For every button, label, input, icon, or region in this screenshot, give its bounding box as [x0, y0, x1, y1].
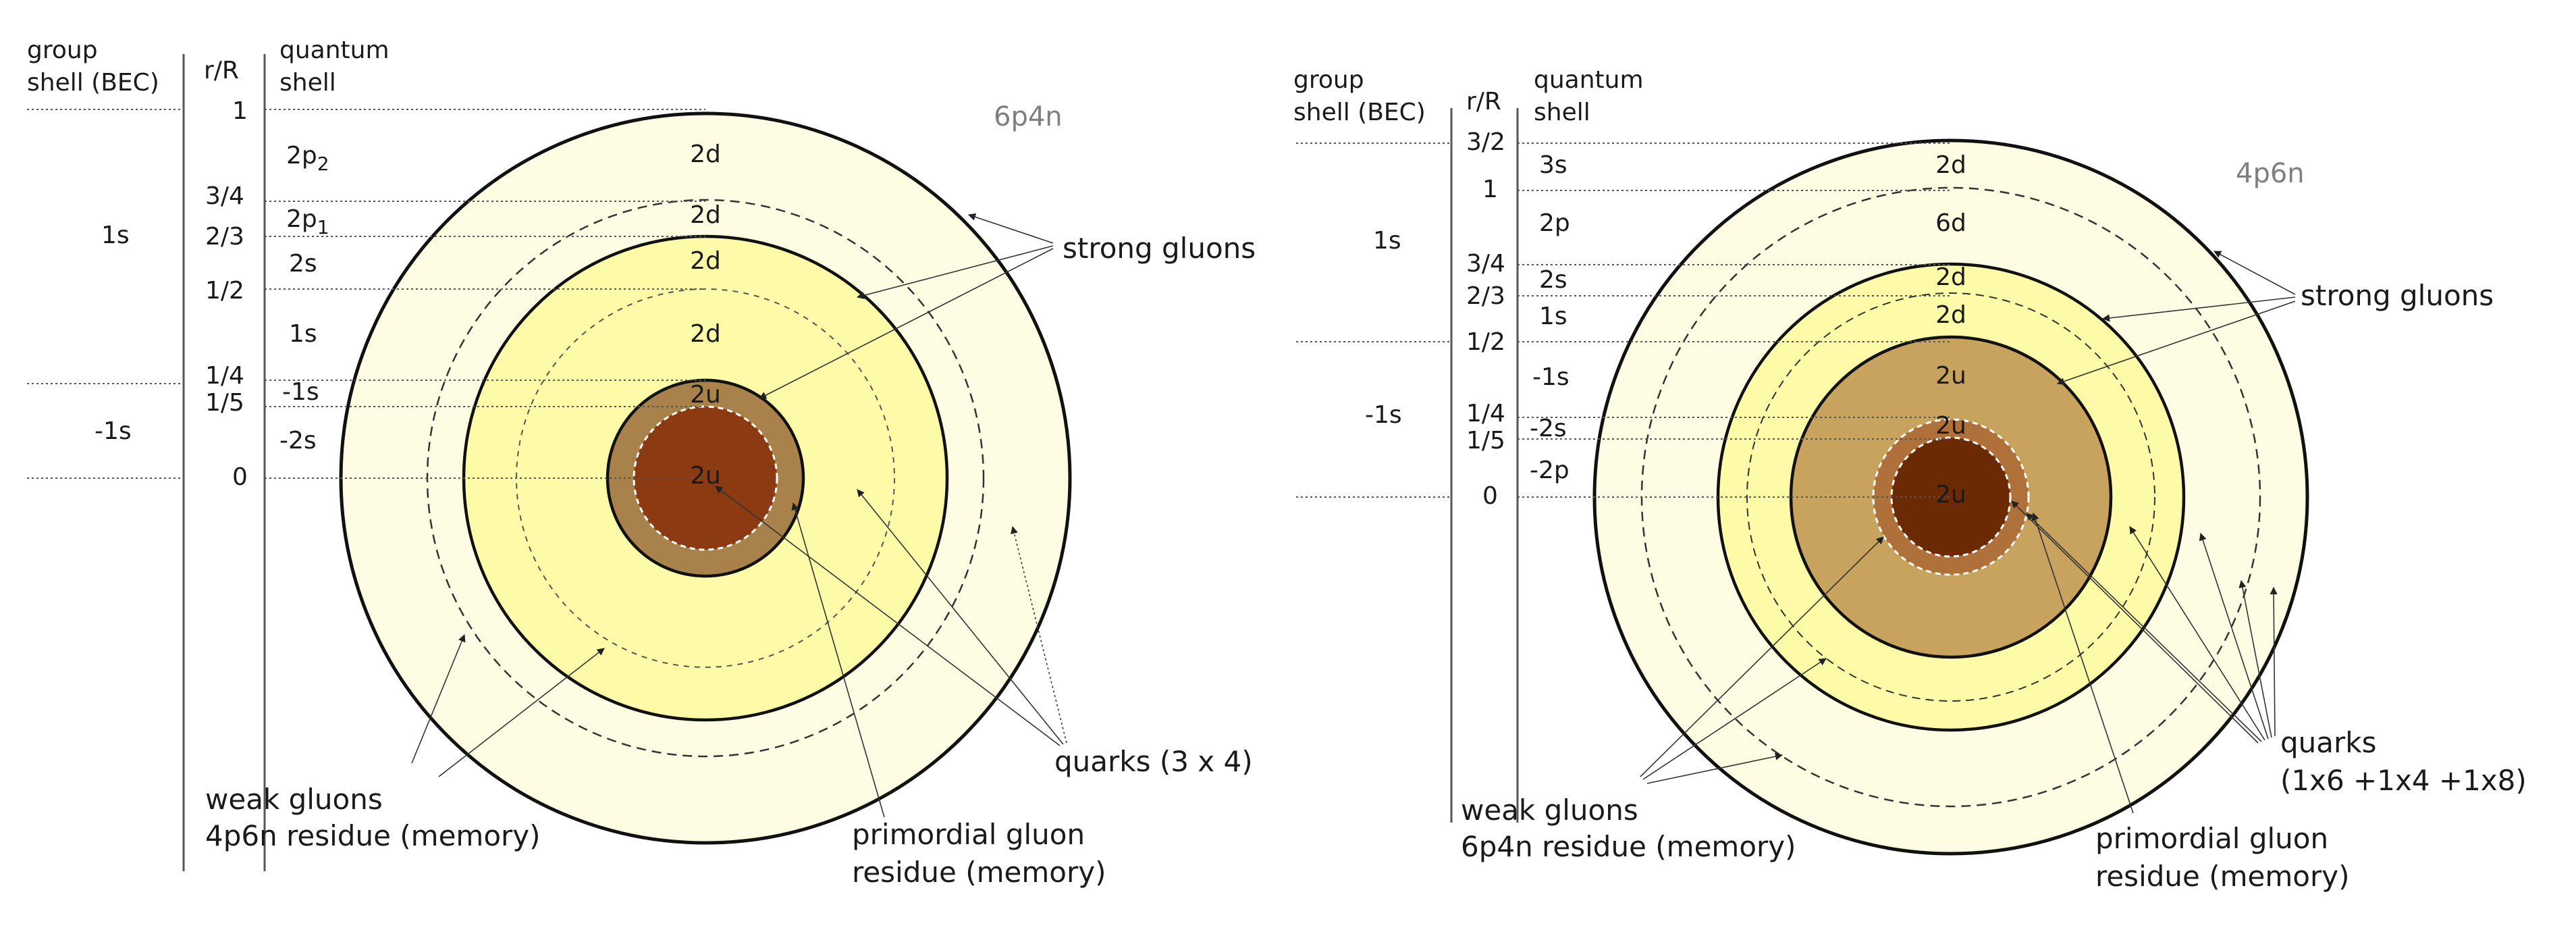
left-shell-label: 2d — [690, 140, 721, 168]
left-group-header-1: group — [27, 36, 98, 64]
right-quark-arrow — [2011, 500, 2259, 744]
left-shell-label: 2u — [690, 381, 721, 409]
right-strong-gluon-arrow — [2101, 296, 2296, 322]
left-shell-label: 2u — [690, 462, 721, 490]
left-quark-arrow — [715, 486, 1061, 746]
right-group-shell: -1s — [1365, 401, 1402, 429]
right-group-header-1: group — [1293, 66, 1364, 94]
right-ratio-label: 1/5 — [1466, 427, 1505, 455]
left-strong-gluon-arrow — [967, 213, 1054, 244]
left-primordial-residue: residue (memory) — [852, 856, 1106, 889]
right-quarks-detail: (1x6 +1x4 +1x8) — [2280, 764, 2527, 797]
right-weak-gluons-label: weak gluons — [1461, 794, 1638, 827]
right-quantum-shell: 2s — [1539, 266, 1567, 294]
left-quantum-shell: 2p2 — [286, 142, 329, 175]
right-quark-arrow — [2270, 586, 2278, 737]
left-group-header-2: shell (BEC) — [27, 69, 159, 97]
left-weak-gluons-label: weak gluons — [205, 783, 383, 816]
left-ratio-label: 0 — [232, 463, 248, 491]
right-primordial-arrow — [2031, 512, 2134, 814]
left-ratio-label: 1/2 — [205, 277, 244, 305]
right-quantum-shell: 1s — [1539, 303, 1567, 330]
right-quarks-label: quarks — [2280, 726, 2377, 759]
right-weak-gluon-arrow — [1646, 752, 1783, 784]
right-quantum-header-2: shell — [1534, 99, 1590, 126]
left-primordial-arrow — [791, 502, 885, 818]
right-quark-arrow — [2129, 526, 2265, 741]
left-ratio-label: 2/3 — [205, 223, 244, 251]
left-quark-arrow — [1011, 525, 1067, 744]
left-primordial-label: primordial gluon — [852, 818, 1085, 851]
left-quark-arrow — [857, 489, 1064, 745]
right-quantum-shell: 3s — [1539, 151, 1567, 179]
right-quark-arrow — [2026, 513, 2262, 742]
right-quantum-shell: 2p — [1539, 209, 1570, 237]
right-quark-arrow — [2199, 532, 2269, 740]
left-strong-gluons-label: strong gluons — [1063, 232, 1256, 265]
right-group-shell: 1s — [1373, 227, 1401, 255]
left-weak-gluons-residue: 4p6n residue (memory) — [205, 819, 541, 852]
left-shell-label: 2d — [690, 247, 721, 275]
right-ratio-label: 1/4 — [1466, 400, 1505, 428]
left-quantum-shell: -1s — [282, 378, 319, 406]
left-quantum-header-1: quantum — [279, 36, 390, 64]
right-diagram: group shell (BEC) r/R quantum shell 1s -… — [1293, 66, 2527, 893]
right-group-header-2: shell (BEC) — [1293, 99, 1426, 126]
right-ratio-label: 0 — [1482, 482, 1498, 510]
right-core — [1890, 436, 2012, 558]
right-ratio-label: 2/3 — [1466, 282, 1505, 310]
right-shell-label: 2u — [1935, 481, 1966, 509]
right-middle-boundary — [1746, 292, 2155, 702]
left-shell-label: 2d — [690, 201, 721, 229]
left-strong-gluon-arrow — [856, 245, 1054, 299]
right-shell-label: 2u — [1935, 362, 1966, 390]
right-weak-gluon-arrow — [1642, 658, 1827, 780]
left-weak-gluon-arrow — [411, 633, 466, 764]
left-quantum-header-2: shell — [279, 69, 336, 97]
right-shell-label: 2u — [1935, 412, 1966, 440]
right-ratio-header: r/R — [1466, 88, 1501, 115]
right-ratio-label: 1/2 — [1466, 328, 1505, 356]
left-weak-gluon-arrow — [438, 648, 605, 777]
right-strong-gluon-arrow — [2213, 251, 2296, 295]
right-title: 4p6n — [2236, 158, 2305, 189]
right-quark-arrow — [2238, 579, 2272, 738]
right-ratio-label: 3/2 — [1466, 128, 1505, 156]
left-strong-gluon-arrow — [759, 248, 1054, 399]
left-group-shell: -1s — [95, 417, 132, 445]
right-quantum-shell: -2s — [1530, 415, 1567, 442]
left-quarks-label: quarks (3 x 4) — [1054, 745, 1253, 778]
left-diagram: group shell (BEC) r/R quantum shell 1s -… — [27, 36, 1256, 889]
left-quantum-shell: -2s — [279, 427, 317, 455]
right-quantum-shell: -1s — [1532, 363, 1569, 391]
right-shell-label: 6d — [1935, 209, 1966, 237]
left-quantum-shell: 1s — [289, 320, 317, 348]
left-ratio-label: 1/5 — [205, 389, 244, 417]
left-ratio-label: 1 — [232, 97, 248, 125]
right-arrows — [1640, 251, 2296, 814]
left-shell-label: 2d — [690, 320, 721, 348]
right-primordial-residue: residue (memory) — [2095, 860, 2349, 893]
right-weak-gluon-arrow — [1640, 536, 1884, 777]
left-arrows — [411, 213, 1067, 818]
right-shell-label: 2d — [1935, 301, 1966, 329]
left-quantum-shell: 2s — [289, 250, 317, 278]
left-ratio-label: 1/4 — [205, 362, 244, 390]
left-group-shell: 1s — [101, 222, 130, 249]
right-ratio-label: 1 — [1482, 176, 1498, 203]
right-ratio-label: 3/4 — [1466, 250, 1505, 278]
right-weak-gluons-residue: 6p4n residue (memory) — [1461, 830, 1796, 863]
right-shell-label: 2d — [1935, 151, 1966, 179]
right-strong-gluons-label: strong gluons — [2301, 279, 2494, 312]
right-quantum-header-1: quantum — [1534, 66, 1644, 94]
left-ratio-header: r/R — [204, 57, 239, 84]
right-shell-label: 2d — [1935, 263, 1966, 291]
right-quantum-shell: -2p — [1530, 457, 1569, 484]
right-strong-gluon-arrow — [2056, 301, 2296, 385]
left-quantum-shell: 2p1 — [286, 205, 329, 238]
right-primordial-label: primordial gluon — [2095, 822, 2328, 855]
left-ratio-label: 3/4 — [205, 182, 244, 210]
left-title: 6p4n — [994, 101, 1063, 132]
